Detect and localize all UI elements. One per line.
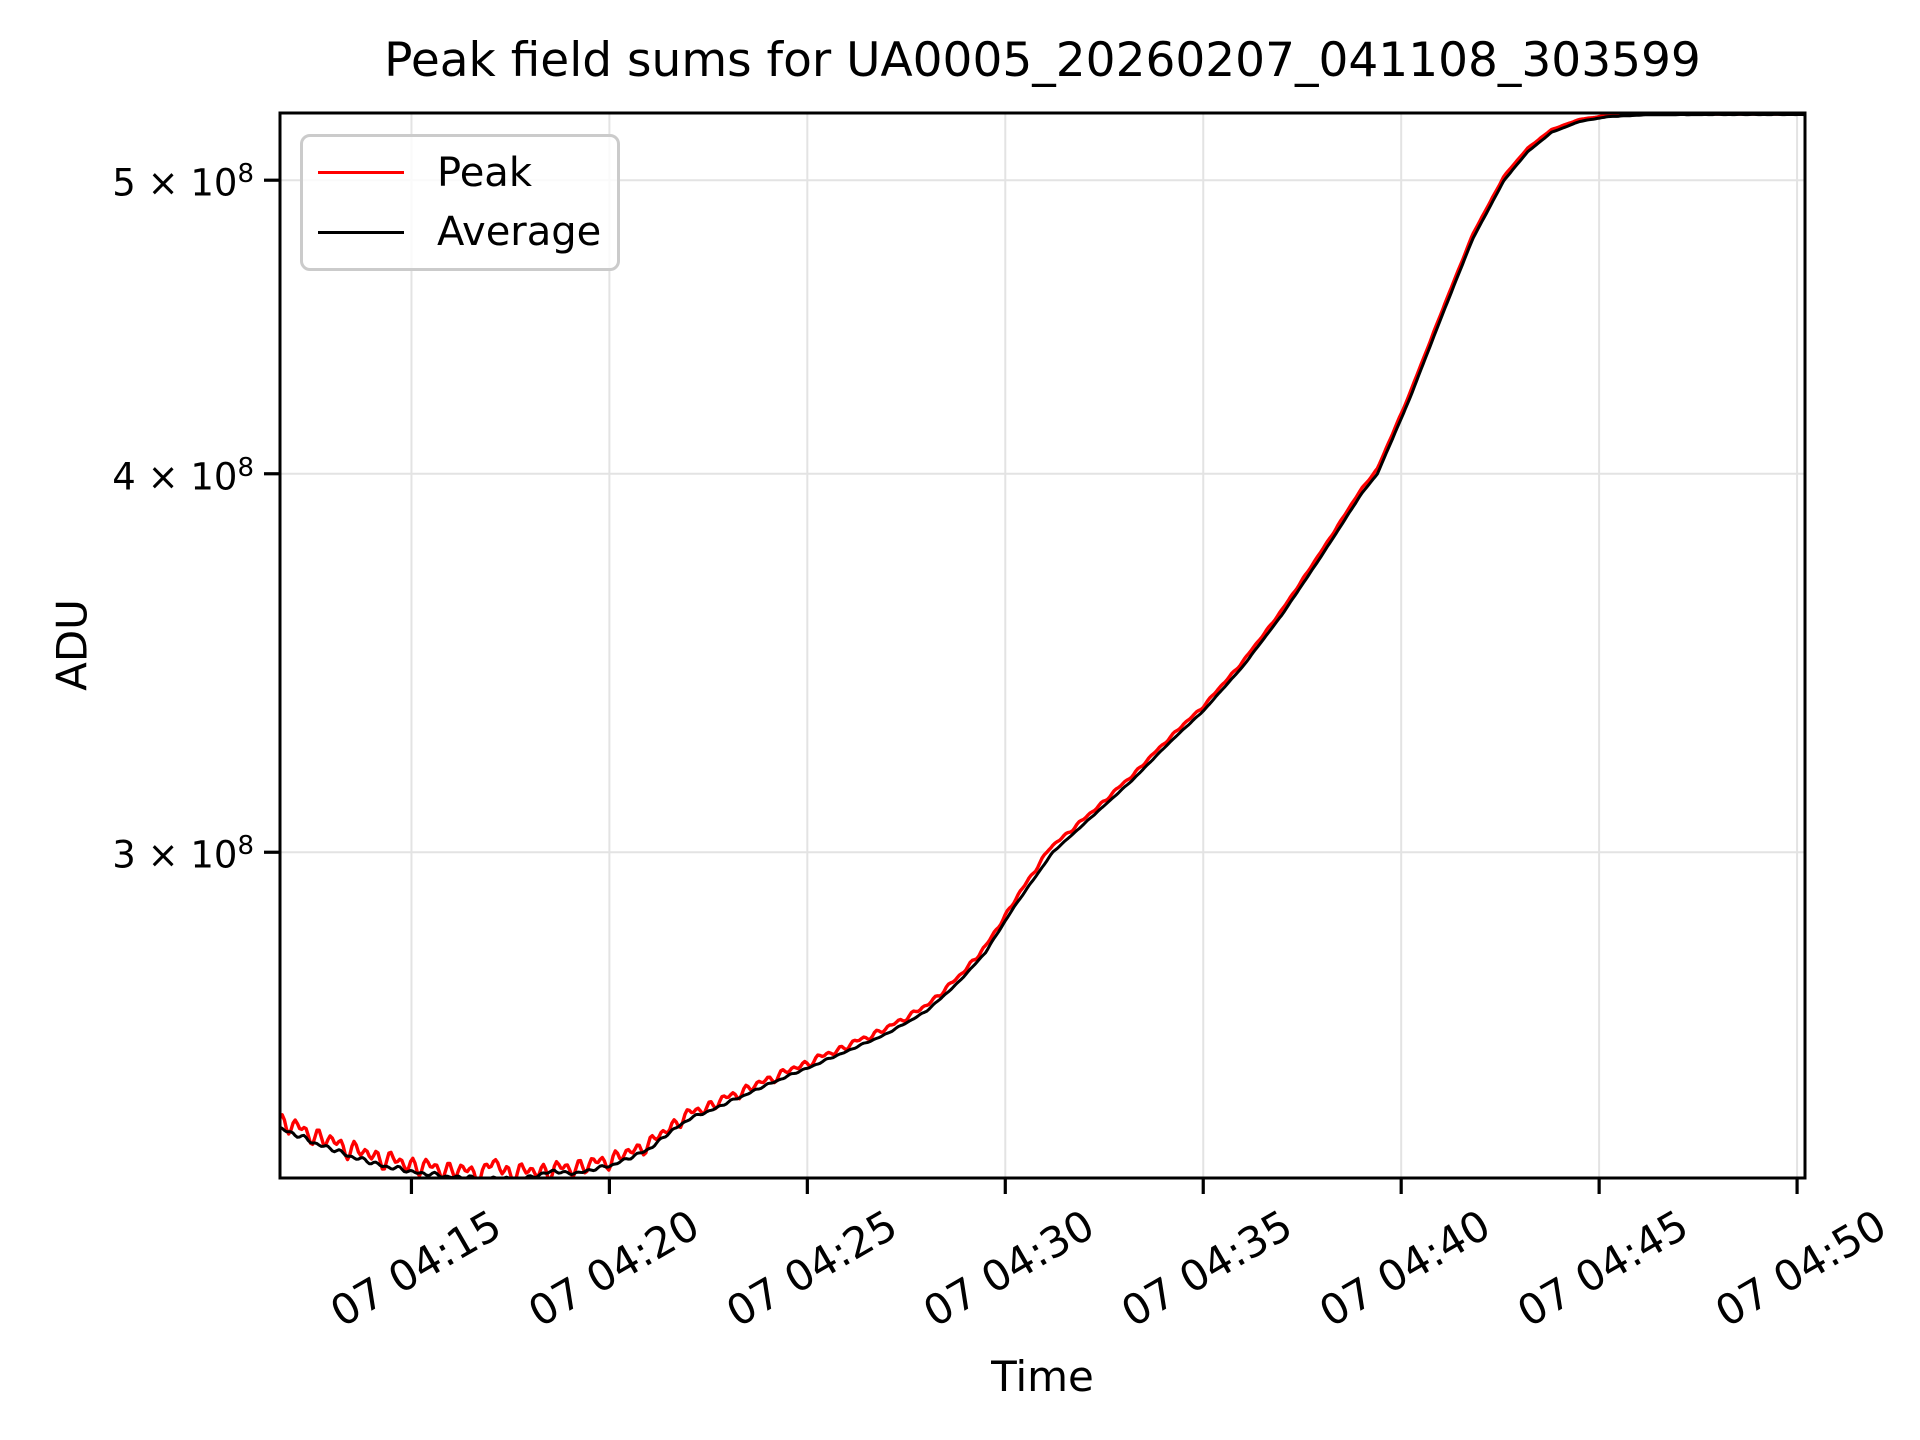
- series-group: [280, 113, 1805, 1178]
- y-tick-label: 5 × 108: [112, 159, 254, 205]
- peak-series-line: [280, 113, 1805, 1178]
- y-tick-label: 3 × 108: [112, 831, 254, 877]
- legend-label-average: Average: [437, 209, 602, 256]
- legend-item-peak: Peak: [303, 145, 617, 201]
- legend: Peak Average: [300, 134, 620, 271]
- y-axis-label: ADU: [47, 599, 97, 691]
- chart-title: Peak field sums for UA0005_20260207_0411…: [384, 33, 1701, 88]
- x-axis-label: Time: [991, 1352, 1094, 1401]
- plot-border: [278, 111, 1807, 1180]
- average-line-swatch: [318, 230, 404, 234]
- legend-label-peak: Peak: [437, 149, 532, 196]
- average-series-line: [280, 113, 1805, 1178]
- y-tick-label: 4 × 108: [112, 452, 254, 499]
- legend-item-average: Average: [303, 204, 617, 260]
- peak-line-swatch: [318, 171, 404, 175]
